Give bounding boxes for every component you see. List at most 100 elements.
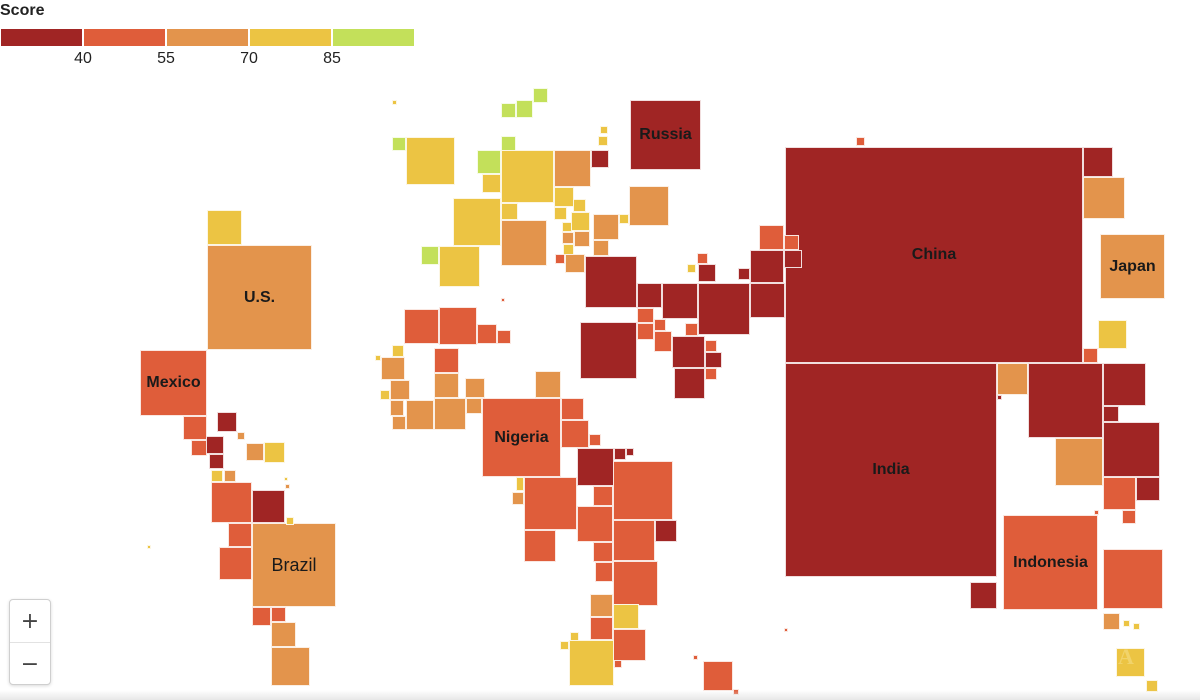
country-tile[interactable] — [561, 398, 584, 420]
country-tile[interactable] — [501, 203, 518, 220]
country-tile[interactable] — [524, 477, 577, 530]
country-tile[interactable] — [252, 490, 285, 523]
country-india[interactable]: India — [785, 363, 997, 577]
country-tile[interactable] — [637, 323, 654, 340]
country-tile[interactable] — [705, 352, 722, 368]
country-tile[interactable] — [390, 380, 410, 400]
country-tile[interactable] — [569, 640, 614, 686]
country-brazil[interactable]: Brazil — [252, 523, 336, 607]
country-tile[interactable] — [482, 174, 501, 193]
country-tile[interactable] — [477, 324, 497, 344]
country-tile[interactable] — [574, 231, 590, 247]
country-tile[interactable] — [613, 520, 655, 561]
country-tile[interactable] — [577, 448, 614, 486]
country-tile[interactable] — [501, 220, 547, 266]
country-tile[interactable] — [392, 137, 406, 151]
country-tile[interactable] — [598, 136, 608, 146]
country-tile[interactable] — [654, 319, 666, 331]
country-tile[interactable] — [593, 240, 609, 256]
country-tile[interactable] — [191, 440, 207, 456]
country-tile[interactable] — [1028, 363, 1103, 438]
country-tile[interactable] — [211, 470, 223, 482]
country-tile[interactable] — [595, 562, 613, 582]
country-tile[interactable] — [1055, 438, 1103, 486]
country-tile[interactable] — [698, 264, 716, 282]
country-tile[interactable] — [237, 432, 245, 440]
country-tile[interactable] — [501, 136, 516, 151]
country-mexico[interactable]: Mexico — [140, 350, 207, 416]
country-tile[interactable] — [590, 594, 613, 617]
country-tile[interactable] — [674, 368, 705, 399]
country-tile[interactable] — [613, 629, 646, 661]
country-tile[interactable] — [392, 416, 406, 430]
country-tile[interactable] — [571, 212, 590, 231]
country-tile[interactable] — [211, 482, 252, 523]
country-tile[interactable] — [219, 547, 252, 580]
country-tile[interactable] — [577, 506, 613, 542]
country-tile[interactable] — [593, 486, 613, 506]
country-tile[interactable] — [217, 412, 237, 432]
country-tile[interactable] — [589, 434, 601, 446]
country-tile[interactable] — [698, 283, 750, 335]
country-tile[interactable] — [997, 395, 1002, 400]
country-tile[interactable] — [685, 323, 698, 336]
country-tile[interactable] — [1133, 623, 1140, 630]
country-tile[interactable] — [697, 253, 708, 264]
country-tile[interactable] — [421, 246, 439, 265]
country-tile[interactable] — [554, 150, 591, 187]
country-tile[interactable] — [1122, 510, 1136, 524]
country-tile[interactable] — [784, 628, 788, 632]
country-tile[interactable] — [614, 660, 622, 668]
country-russia[interactable]: Russia — [630, 100, 701, 170]
country-tile[interactable] — [406, 400, 434, 430]
zoom-out-button[interactable]: − — [10, 642, 50, 684]
country-tile[interactable] — [1098, 320, 1127, 349]
country-tile[interactable] — [613, 561, 658, 606]
country-tile[interactable] — [434, 398, 466, 430]
country-tile[interactable] — [613, 461, 673, 520]
country-tile[interactable] — [1116, 648, 1145, 677]
country-tile[interactable] — [501, 150, 554, 203]
country-tile[interactable] — [207, 210, 242, 245]
country-tile[interactable] — [997, 363, 1028, 395]
country-tile[interactable] — [705, 368, 717, 380]
country-tile[interactable] — [524, 530, 556, 562]
country-tile[interactable] — [856, 137, 865, 146]
country-tile[interactable] — [560, 641, 569, 650]
country-tile[interactable] — [672, 336, 705, 368]
country-tile[interactable] — [224, 470, 236, 482]
country-tile[interactable] — [516, 100, 533, 118]
country-tile[interactable] — [535, 371, 561, 398]
country-tile[interactable] — [580, 322, 637, 379]
country-tile[interactable] — [970, 582, 997, 609]
country-tile[interactable] — [286, 517, 294, 525]
country-tile[interactable] — [662, 283, 698, 319]
country-tile[interactable] — [404, 309, 439, 344]
country-nigeria[interactable]: Nigeria — [482, 398, 561, 477]
country-tile[interactable] — [562, 222, 572, 232]
country-tile[interactable] — [1103, 613, 1120, 630]
country-japan[interactable]: Japan — [1100, 234, 1165, 299]
country-tile[interactable] — [206, 436, 224, 454]
country-tile[interactable] — [1136, 477, 1160, 501]
country-tile[interactable] — [1103, 549, 1163, 609]
country-tile[interactable] — [554, 187, 574, 207]
country-tile[interactable] — [555, 254, 565, 264]
country-tile[interactable] — [406, 137, 455, 185]
country-tile[interactable] — [466, 398, 482, 414]
country-tile[interactable] — [637, 283, 662, 308]
country-tile[interactable] — [271, 647, 310, 686]
country-tile[interactable] — [750, 250, 784, 283]
country-tile[interactable] — [585, 256, 637, 308]
country-indonesia[interactable]: Indonesia — [1003, 515, 1098, 610]
country-tile[interactable] — [693, 655, 698, 660]
country-tile[interactable] — [1123, 620, 1130, 627]
country-tile[interactable] — [1083, 177, 1125, 219]
country-tile[interactable] — [1083, 348, 1098, 363]
country-tile[interactable] — [512, 492, 524, 505]
country-tile[interactable] — [591, 150, 609, 168]
country-tile[interactable] — [626, 448, 634, 456]
country-tile[interactable] — [593, 542, 613, 562]
country-tile[interactable] — [1103, 406, 1119, 422]
